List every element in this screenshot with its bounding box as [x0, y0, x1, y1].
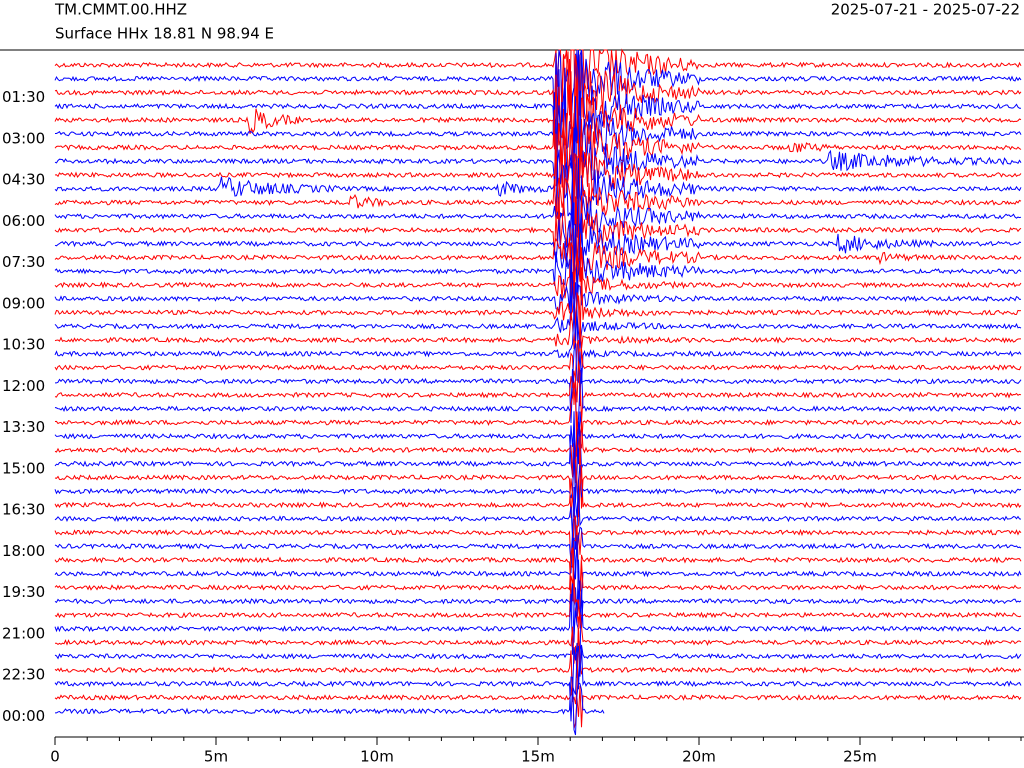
x-tick-label: 5m	[204, 748, 228, 766]
row-label: 04:30	[2, 171, 45, 189]
trace	[54, 242, 1022, 299]
trace	[54, 382, 1022, 457]
trace	[54, 295, 1021, 350]
trace	[54, 589, 1022, 659]
trace	[54, 526, 1022, 588]
trace	[54, 54, 1022, 178]
traces	[54, 48, 1022, 736]
trace	[55, 342, 1022, 424]
trace	[54, 485, 1022, 550]
trace	[54, 642, 1022, 698]
trace	[54, 126, 1022, 239]
trace	[54, 182, 1022, 300]
trace	[54, 127, 1022, 255]
trace	[54, 421, 1022, 501]
trace	[54, 368, 1022, 441]
trace	[54, 361, 1022, 423]
row-label: 21:00	[2, 624, 45, 642]
trace	[54, 259, 1022, 337]
row-label: 00:00	[2, 707, 45, 725]
x-tick-label: 0	[50, 748, 60, 766]
x-tick-label: 15m	[521, 748, 555, 766]
trace	[54, 48, 1022, 148]
row-label: 03:00	[2, 129, 45, 147]
trace	[54, 152, 1022, 231]
row-label: 22:30	[2, 666, 45, 684]
x-tick-label: 25m	[843, 748, 877, 766]
trace	[54, 281, 1022, 349]
row-label: 16:30	[2, 501, 45, 519]
row-label: 15:00	[2, 459, 45, 477]
trace	[54, 627, 1022, 705]
trace	[54, 645, 1022, 722]
row-label: 01:30	[2, 88, 45, 106]
trace	[54, 466, 1022, 529]
row-label: 19:30	[2, 583, 45, 601]
trace	[55, 676, 605, 736]
trace	[54, 158, 1022, 279]
x-tick-label: 10m	[360, 748, 394, 766]
trace	[54, 411, 1022, 484]
trace	[54, 71, 1022, 188]
trace	[55, 90, 1022, 177]
trace	[54, 223, 1022, 321]
trace	[54, 452, 1022, 518]
trace	[54, 575, 1022, 619]
trace	[54, 678, 1022, 729]
trace	[54, 49, 1022, 179]
x-tick-label: 20m	[682, 748, 716, 766]
row-label: 07:30	[2, 253, 45, 271]
trace	[54, 534, 1022, 603]
row-label: 13:30	[2, 418, 45, 436]
row-label: 09:00	[2, 294, 45, 312]
trace	[54, 96, 1022, 226]
trace	[54, 205, 1022, 304]
row-label: 12:00	[2, 377, 45, 395]
trace	[54, 436, 1022, 518]
trace	[54, 49, 1022, 146]
row-label: 06:00	[2, 212, 45, 230]
trace	[54, 547, 1022, 629]
row-label: 18:00	[2, 542, 45, 560]
trace	[54, 525, 1022, 602]
trace	[54, 310, 1022, 384]
location: Surface HHx 18.81 N 98.94 E	[55, 25, 274, 43]
trace	[54, 339, 1022, 407]
trace	[54, 49, 1022, 146]
station: TM.CMMT.00.HHZ	[54, 1, 187, 19]
trace	[54, 411, 1022, 476]
trace	[55, 612, 1022, 678]
trace	[54, 267, 1022, 356]
trace	[54, 559, 1022, 643]
trace	[54, 195, 1022, 284]
dates: 2025-07-21 - 2025-07-22	[831, 1, 1020, 19]
trace	[54, 515, 1022, 569]
row-label: 10:30	[2, 336, 45, 354]
